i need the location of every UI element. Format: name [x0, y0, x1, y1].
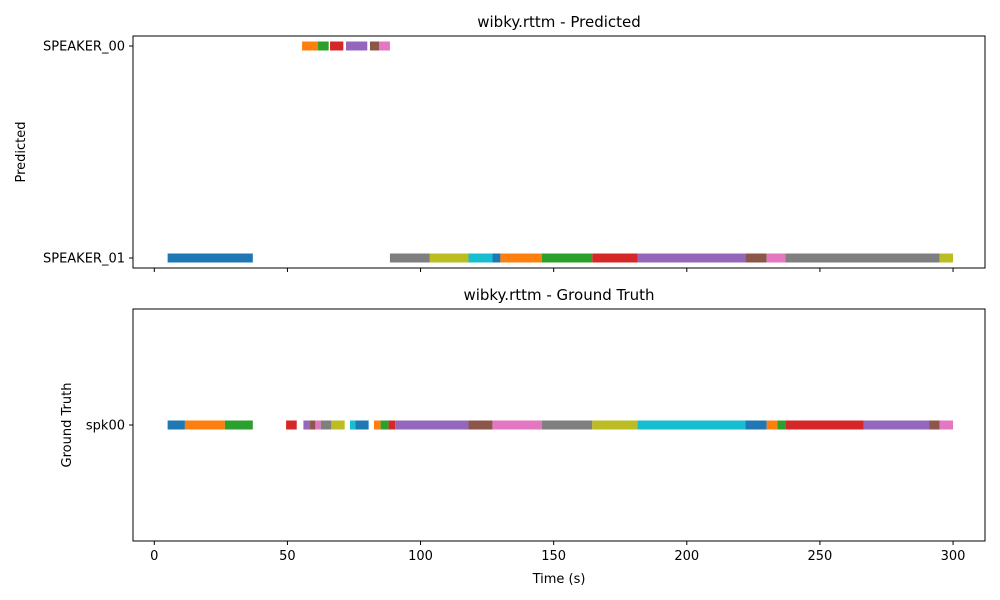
segment-bar [939, 253, 954, 263]
segment-bar [310, 420, 316, 430]
predicted-axes-frame [132, 35, 986, 269]
segment-bar [592, 253, 638, 263]
x-tick-label: 100 [408, 549, 433, 564]
segment-bar [468, 420, 493, 430]
segment-bar [939, 420, 954, 430]
segment-bar [349, 420, 356, 430]
ground-truth-x-ticks: 0 50 100 150 200 250 300 [150, 541, 965, 564]
x-tick-label: 300 [941, 549, 966, 564]
segment-bar [379, 41, 390, 51]
segment-bar [492, 253, 501, 263]
ground-truth-segments [167, 420, 954, 430]
segment-bar [745, 253, 767, 263]
segment-bar [184, 420, 225, 430]
segment-bar [318, 41, 329, 51]
ground-truth-axes-frame [132, 308, 986, 542]
ground-truth-y-ticks: spk00 [86, 419, 133, 434]
ground-truth-y-axis-label: Ground Truth [60, 383, 75, 468]
segment-bar [286, 420, 297, 430]
segment-bar [766, 420, 778, 430]
segment-bar [389, 253, 430, 263]
x-tick-label: 250 [808, 549, 833, 564]
x-axis-label: Time (s) [532, 572, 586, 587]
predicted-x-ticks [153, 268, 954, 272]
segment-bar [592, 420, 638, 430]
segment-bar [637, 253, 746, 263]
segment-bar [302, 41, 319, 51]
segment-bar [500, 253, 542, 263]
segment-bar [777, 420, 786, 430]
segment-bar [167, 420, 185, 430]
segment-bar [167, 253, 253, 263]
segment-bar [929, 420, 940, 430]
y-tick-label: SPEAKER_01 [43, 252, 125, 267]
segment-bar [863, 420, 930, 430]
segment-bar [492, 420, 542, 430]
x-tick-label: 150 [541, 549, 566, 564]
segment-bar [395, 420, 469, 430]
segment-bar [369, 41, 380, 51]
x-tick-label: 200 [674, 549, 699, 564]
ground-truth-panel: 0 50 100 150 200 250 300 spk00 wibky.rttm - Gr… [60, 286, 986, 587]
x-tick-label: 0 [150, 549, 158, 564]
y-tick-label: SPEAKER_00 [43, 40, 125, 55]
segment-bar [315, 420, 321, 430]
x-tick-label: 50 [279, 549, 296, 564]
ground-truth-title: wibky.rttm - Ground Truth [463, 286, 654, 304]
predicted-y-axis-label: Predicted [14, 121, 29, 182]
segment-bar [766, 253, 786, 263]
predicted-segments [167, 41, 954, 263]
segment-bar [745, 420, 767, 430]
segment-bar [224, 420, 253, 430]
segment-bar [355, 420, 369, 430]
segment-bar [785, 420, 864, 430]
segment-bar [373, 420, 381, 430]
segment-bar [303, 420, 311, 430]
segment-bar [380, 420, 389, 430]
segment-bar [330, 41, 344, 51]
segment-bar [785, 253, 940, 263]
segment-bar [429, 253, 469, 263]
segment-bar [468, 253, 493, 263]
segment-bar [637, 420, 746, 430]
segment-bar [541, 420, 593, 430]
y-tick-label: spk00 [86, 419, 125, 434]
predicted-y-ticks: SPEAKER_00 SPEAKER_01 [43, 40, 133, 267]
segment-bar [346, 41, 368, 51]
predicted-panel: SPEAKER_00 SPEAKER_01 wibky.rttm - Predic… [14, 13, 986, 272]
segment-bar [388, 420, 396, 430]
predicted-title: wibky.rttm - Predicted [477, 13, 641, 31]
segment-bar [541, 253, 593, 263]
segment-bar [320, 420, 332, 430]
segment-bar [331, 420, 345, 430]
